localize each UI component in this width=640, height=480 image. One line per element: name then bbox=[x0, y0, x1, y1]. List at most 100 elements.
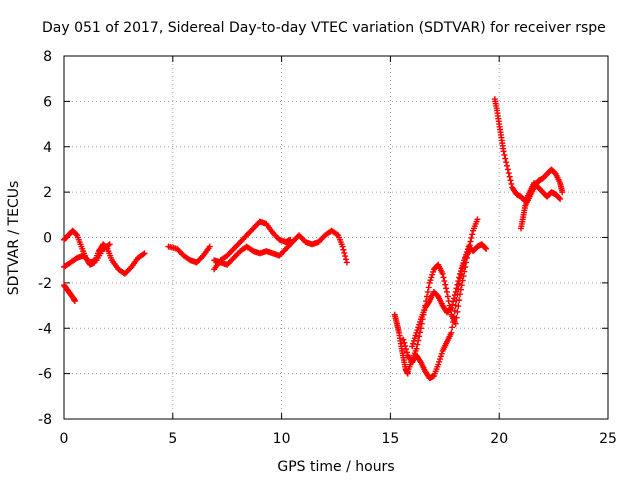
series-arc-k bbox=[491, 96, 564, 205]
x-tick-label: 25 bbox=[599, 431, 617, 447]
data-point bbox=[402, 342, 409, 349]
data-point bbox=[504, 166, 511, 173]
data-point bbox=[400, 336, 407, 343]
data-point bbox=[556, 195, 563, 202]
data-point bbox=[442, 281, 449, 288]
data-point bbox=[502, 155, 509, 162]
y-tick-label: -8 bbox=[38, 412, 52, 428]
data-point bbox=[450, 295, 457, 302]
data-point bbox=[342, 253, 349, 260]
data-point bbox=[425, 284, 432, 291]
data-point bbox=[449, 324, 456, 331]
data-point bbox=[409, 343, 416, 350]
data-point bbox=[339, 243, 346, 250]
data-point bbox=[411, 335, 418, 342]
data-point bbox=[340, 246, 347, 253]
y-tick-label: 8 bbox=[43, 49, 52, 65]
series-arc-d bbox=[165, 243, 213, 266]
data-point bbox=[467, 238, 474, 245]
data-point bbox=[414, 341, 421, 348]
data-point bbox=[458, 265, 465, 272]
data-point bbox=[505, 170, 512, 177]
x-tick-label: 5 bbox=[168, 431, 177, 447]
data-point bbox=[401, 339, 408, 346]
data-point bbox=[403, 346, 410, 353]
y-tick-label: 4 bbox=[43, 140, 52, 156]
data-point bbox=[465, 248, 472, 255]
data-point bbox=[415, 324, 422, 331]
y-tick-label: 2 bbox=[43, 185, 52, 201]
data-point bbox=[456, 274, 463, 281]
series-arc-j bbox=[409, 248, 472, 350]
data-point bbox=[438, 350, 445, 357]
data-point bbox=[413, 329, 420, 336]
x-tick-label: 15 bbox=[381, 431, 399, 447]
data-point bbox=[450, 298, 457, 305]
data-point bbox=[506, 173, 513, 180]
data-point bbox=[410, 340, 417, 347]
data-point bbox=[508, 180, 515, 187]
data-point bbox=[504, 162, 511, 169]
series-arc-f bbox=[211, 227, 350, 268]
y-tick-label: -2 bbox=[38, 276, 52, 292]
data-point bbox=[416, 321, 423, 328]
data-point bbox=[437, 356, 444, 363]
data-point bbox=[414, 327, 421, 334]
data-point bbox=[343, 259, 350, 266]
data-point bbox=[448, 304, 455, 311]
data-point bbox=[474, 216, 481, 223]
data-point bbox=[206, 243, 213, 250]
data-point bbox=[426, 279, 433, 286]
x-tick-labels: 0 5 10 15 20 25 bbox=[60, 431, 617, 447]
data-point bbox=[429, 271, 436, 278]
data-point bbox=[444, 293, 451, 300]
data-point bbox=[437, 353, 444, 360]
data-point bbox=[106, 241, 113, 248]
series-arc-c bbox=[61, 282, 78, 305]
data-point bbox=[439, 270, 446, 277]
data-point bbox=[449, 301, 456, 308]
series-arc-b bbox=[61, 227, 148, 277]
series-arc-l bbox=[517, 166, 566, 232]
x-tick-label: 0 bbox=[60, 431, 69, 447]
y-tick-label: -6 bbox=[38, 367, 52, 383]
data-point bbox=[141, 250, 148, 257]
data-point bbox=[451, 308, 458, 315]
data-point bbox=[457, 270, 464, 277]
data-point bbox=[469, 231, 476, 238]
data-point bbox=[451, 292, 458, 299]
y-tick-label: 0 bbox=[43, 231, 52, 247]
data-point bbox=[430, 268, 437, 275]
data-point bbox=[460, 259, 467, 266]
data-point bbox=[413, 345, 420, 352]
x-axis-label: GPS time / hours bbox=[277, 459, 394, 475]
y-tick-labels: -8 -6 -4 -2 0 2 4 6 8 bbox=[38, 49, 52, 428]
data-point bbox=[343, 256, 350, 263]
x-tick-label: 20 bbox=[490, 431, 508, 447]
data-point bbox=[450, 313, 457, 320]
data-point bbox=[447, 305, 454, 312]
data-point bbox=[428, 274, 435, 281]
data-point bbox=[341, 249, 348, 256]
data-point bbox=[448, 329, 455, 336]
data-point bbox=[73, 231, 80, 238]
chart-title: Day 051 of 2017, Sidereal Day-to-day VTE… bbox=[42, 20, 606, 36]
data-point bbox=[483, 245, 490, 252]
data-point bbox=[412, 332, 419, 339]
data-point bbox=[427, 277, 434, 284]
data-point bbox=[501, 151, 508, 158]
data-marks bbox=[61, 96, 566, 382]
data-point bbox=[103, 244, 110, 251]
data-point bbox=[482, 244, 489, 251]
data-point bbox=[454, 281, 461, 288]
data-point bbox=[450, 318, 457, 325]
data-point bbox=[410, 337, 417, 344]
y-axis-label: SDTVAR / TECUs bbox=[6, 181, 22, 296]
data-point bbox=[435, 361, 442, 368]
data-point bbox=[443, 285, 450, 292]
data-point bbox=[468, 234, 475, 241]
data-point bbox=[436, 358, 443, 365]
y-tick-label: -4 bbox=[38, 321, 52, 337]
data-point bbox=[455, 278, 462, 285]
x-tick-label: 10 bbox=[273, 431, 291, 447]
